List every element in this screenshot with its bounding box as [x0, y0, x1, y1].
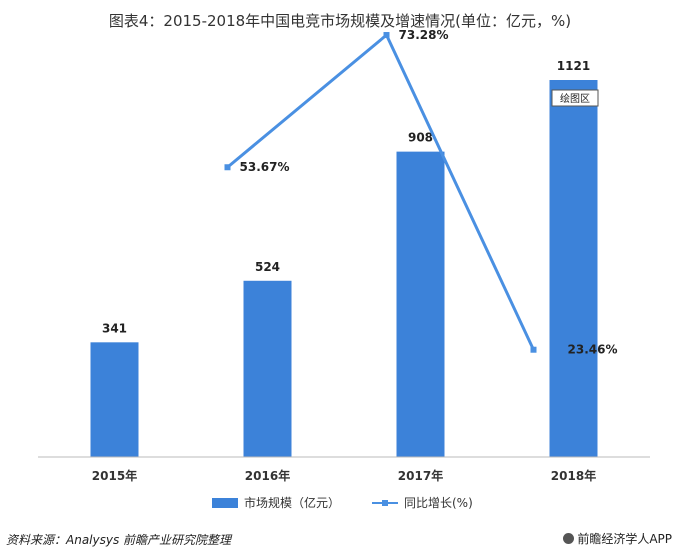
chart-title: 图表4：2015-2018年中国电竞市场规模及增速情况(单位：亿元，%)	[108, 12, 572, 30]
bar-value-label-2: 908	[408, 131, 433, 145]
x-tick-label-2: 2017年	[398, 468, 443, 483]
x-tick-labels: 2015年 2016年 2017年 2018年	[92, 468, 596, 483]
growth-point-2	[383, 32, 390, 39]
legend: 市场规模（亿元） 同比增长(%)	[212, 495, 473, 510]
bar-value-label-1: 524	[255, 260, 280, 274]
brand-logo-icon	[563, 533, 575, 544]
bar-0	[90, 342, 139, 457]
plot-area-tooltip-text: 绘图区	[560, 92, 590, 105]
bar-2	[396, 151, 445, 457]
brand-name: 前瞻经济学人APP	[577, 532, 672, 546]
bar-labels-layer: 341 524 908 1121	[102, 59, 590, 335]
x-tick-label-3: 2018年	[551, 468, 596, 483]
growth-line-layer: 53.67% 73.28% 23.46%	[224, 28, 618, 357]
bar-value-label-3: 1121	[557, 59, 590, 73]
growth-point-1	[224, 164, 231, 171]
growth-label-2: 73.28%	[399, 28, 449, 42]
legend-bar-swatch	[212, 498, 238, 508]
legend-line-label: 同比增长(%)	[404, 496, 473, 510]
growth-label-1: 53.67%	[240, 160, 290, 174]
bars-layer	[90, 80, 598, 457]
growth-point-3	[530, 346, 537, 353]
brand-footer: 前瞻经济学人APP	[563, 530, 672, 547]
x-tick-label-0: 2015年	[92, 468, 137, 483]
bar-1	[243, 280, 292, 457]
bar-value-label-0: 341	[102, 321, 127, 335]
legend-line-marker	[382, 500, 388, 506]
growth-label-3: 23.46%	[568, 343, 618, 357]
bar-3	[549, 80, 598, 457]
x-tick-label-1: 2016年	[245, 468, 290, 483]
plot-area-tooltip: 绘图区	[551, 89, 599, 107]
legend-bar-label: 市场规模（亿元）	[244, 495, 340, 510]
source-note: 资料来源：Analysys 前瞻产业研究院整理	[6, 533, 232, 547]
